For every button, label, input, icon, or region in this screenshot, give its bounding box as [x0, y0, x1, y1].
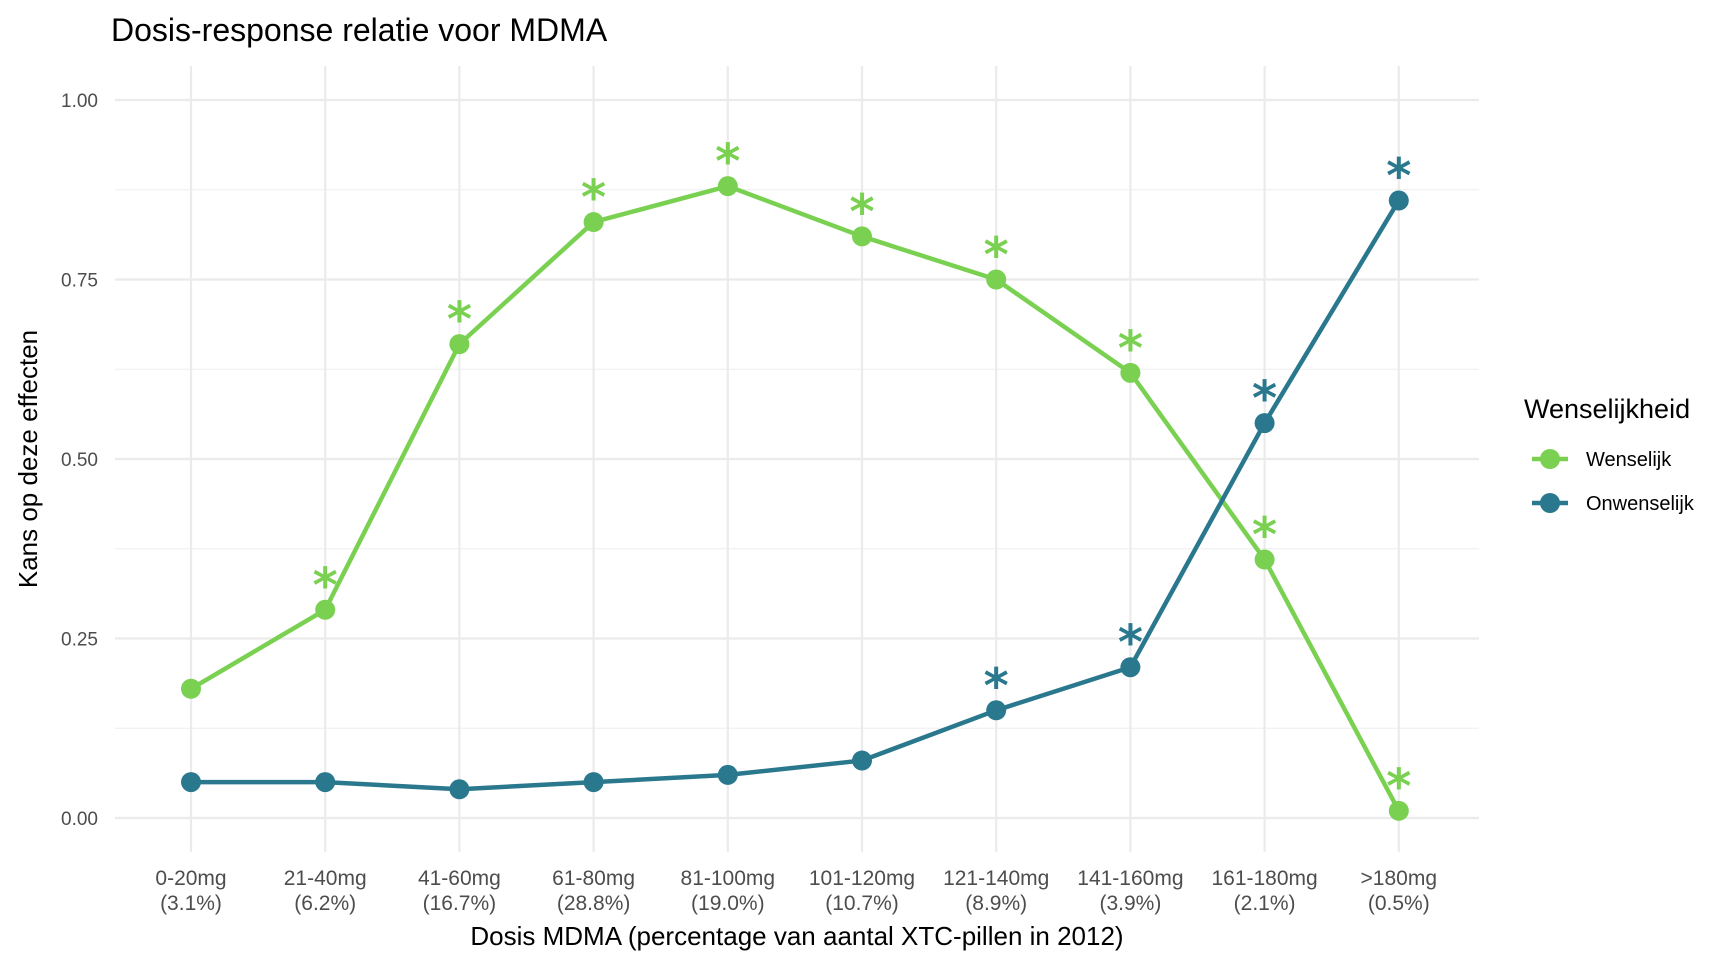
y-tick-label: 0.75 — [61, 271, 98, 292]
legend-item-wenselijk: Wenselijk — [1532, 449, 1672, 471]
x-tick-label-dose: 161-180mg — [1211, 867, 1317, 890]
data-point-onwenselijk — [852, 750, 872, 771]
grid-major — [115, 66, 1479, 852]
legend-label: Wenselijk — [1586, 449, 1672, 471]
x-tick-label-share: (2.1%) — [1234, 892, 1296, 915]
significance-marker: * — [1386, 759, 1411, 815]
x-tick-label-dose: >180mg — [1361, 867, 1437, 890]
series-layer: * * * * * * * * * * * * * — [181, 134, 1411, 821]
significance-marker: * — [447, 292, 472, 348]
legend-label: Onwenselijk — [1586, 493, 1695, 515]
data-point-onwenselijk — [1388, 190, 1409, 211]
x-tick-label-share: (16.7%) — [423, 892, 497, 915]
data-point-wenselijk — [315, 599, 336, 620]
legend-key-point — [1540, 449, 1560, 469]
series-wenselijk: * * * * * * * * * — [181, 134, 1411, 821]
x-tick-label-dose: 101-120mg — [809, 867, 915, 890]
data-point-wenselijk — [583, 212, 604, 233]
x-tick-label-share: (3.1%) — [160, 892, 222, 915]
data-point-onwenselijk — [1254, 413, 1275, 434]
y-axis-title: Kans op deze effecten — [13, 330, 43, 588]
series-line-wenselijk — [189, 183, 1401, 812]
legend: Wenselijkheid Wenselijk Onwenselijk — [1524, 394, 1695, 515]
significance-marker: * — [1252, 508, 1277, 564]
legend-item-onwenselijk: Onwenselijk — [1532, 493, 1695, 515]
y-tick-label: 0.25 — [61, 630, 98, 651]
x-tick-label-share: (6.2%) — [294, 892, 356, 915]
data-point-onwenselijk — [449, 779, 470, 800]
data-point-onwenselijk — [717, 764, 738, 785]
significance-marker: * — [313, 558, 338, 614]
series-line-onwenselijk — [191, 199, 1401, 792]
x-tick-label-dose: 41-60mg — [418, 867, 501, 890]
data-point-wenselijk — [181, 678, 201, 699]
data-point-wenselijk — [1120, 362, 1141, 383]
data-point-wenselijk — [1388, 800, 1409, 821]
x-tick-label-share: (8.9%) — [965, 892, 1027, 915]
x-tick-label-dose: 81-100mg — [681, 867, 776, 890]
data-point-onwenselijk — [986, 700, 1007, 721]
x-tick-label-share: (10.7%) — [825, 892, 899, 915]
significance-marker: * — [1386, 149, 1411, 205]
data-point-wenselijk — [986, 269, 1007, 290]
data-point-onwenselijk — [583, 772, 604, 793]
data-point-onwenselijk — [1120, 657, 1141, 678]
x-tick-label-dose: 121-140mg — [943, 867, 1049, 890]
y-tick-label: 0.50 — [61, 450, 98, 471]
y-tick-label: 1.00 — [61, 91, 98, 112]
x-tick-label-share: (28.8%) — [557, 892, 631, 915]
chart-title: Dosis-response relatie voor MDMA — [111, 12, 608, 48]
data-point-wenselijk — [449, 334, 470, 355]
x-tick-label-dose: 61-80mg — [552, 867, 635, 890]
x-tick-label-dose: 21-40mg — [284, 867, 367, 890]
x-axis-ticks: 0-20mg(3.1%) 21-40mg(6.2%) 41-60mg(16.7%) 6… — [155, 867, 1437, 915]
data-point-onwenselijk — [181, 772, 201, 793]
x-tick-label-share: (19.0%) — [691, 892, 765, 915]
x-tick-label-dose: 0-20mg — [155, 867, 226, 890]
data-point-wenselijk — [717, 176, 738, 197]
y-axis-ticks: 0.00 0.25 0.50 0.75 1.00 — [61, 91, 98, 830]
significance-marker: * — [1118, 321, 1143, 377]
x-tick-label-share: (3.9%) — [1099, 892, 1161, 915]
x-tick-label-dose: 141-160mg — [1077, 867, 1183, 890]
legend-title: Wenselijkheid — [1524, 394, 1690, 424]
significance-marker: * — [1118, 615, 1143, 671]
data-point-wenselijk — [852, 226, 872, 247]
significance-marker: * — [1252, 371, 1277, 427]
significance-marker: * — [984, 658, 1009, 714]
significance-marker: * — [581, 170, 606, 226]
legend-key-point — [1540, 493, 1560, 513]
y-tick-label: 0.00 — [61, 809, 98, 830]
x-axis-title: Dosis MDMA (percentage van aantal XTC-pi… — [470, 921, 1123, 951]
data-point-wenselijk — [1254, 549, 1275, 570]
grid-minor — [115, 189, 1479, 729]
series-onwenselijk: * * * * — [181, 149, 1411, 800]
significance-marker: * — [984, 228, 1009, 284]
significance-marker: * — [715, 134, 740, 190]
x-tick-label-share: (0.5%) — [1368, 892, 1430, 915]
data-point-onwenselijk — [315, 772, 336, 793]
significance-marker: * — [849, 184, 874, 240]
